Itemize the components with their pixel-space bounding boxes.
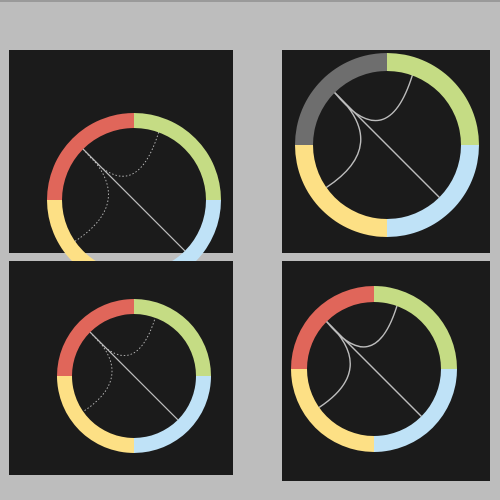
color-wheel-top-left[interactable] bbox=[9, 50, 233, 287]
diagonal-connector bbox=[89, 331, 179, 421]
arc-connector-left bbox=[318, 321, 351, 409]
panel-top-right[interactable] bbox=[282, 50, 490, 253]
ring-segment-green[interactable] bbox=[374, 286, 457, 369]
ring-segment-green[interactable] bbox=[387, 53, 479, 145]
arc-connector-left bbox=[325, 92, 362, 189]
color-wheel-bottom-left[interactable] bbox=[9, 261, 233, 475]
arc-connector-right bbox=[89, 317, 156, 356]
ring-segment-red[interactable] bbox=[47, 113, 134, 200]
diagonal-connector bbox=[82, 148, 186, 252]
ring-segment-red[interactable] bbox=[291, 286, 374, 369]
ring-segment-blue[interactable] bbox=[134, 376, 211, 453]
ring-segment-blue[interactable] bbox=[387, 145, 479, 237]
ring-segment-yellow[interactable] bbox=[57, 376, 134, 453]
panel-top-left[interactable] bbox=[9, 50, 233, 287]
ring-segment-yellow[interactable] bbox=[295, 145, 387, 237]
ring-segment-yellow[interactable] bbox=[291, 369, 374, 452]
arc-connector-left bbox=[82, 331, 113, 412]
ring-segment-gray[interactable] bbox=[295, 53, 387, 145]
ring-segment-green[interactable] bbox=[134, 113, 221, 200]
top-border bbox=[0, 0, 500, 2]
color-wheel-bottom-right[interactable] bbox=[282, 261, 490, 481]
ring-segment-green[interactable] bbox=[134, 299, 211, 376]
arc-connector-left bbox=[74, 148, 109, 242]
panel-bottom-right[interactable] bbox=[282, 261, 490, 481]
ring-segment-blue[interactable] bbox=[374, 369, 457, 452]
ring-segment-red[interactable] bbox=[57, 299, 134, 376]
color-wheel-top-right[interactable] bbox=[282, 50, 490, 253]
panel-bottom-left[interactable] bbox=[9, 261, 233, 475]
